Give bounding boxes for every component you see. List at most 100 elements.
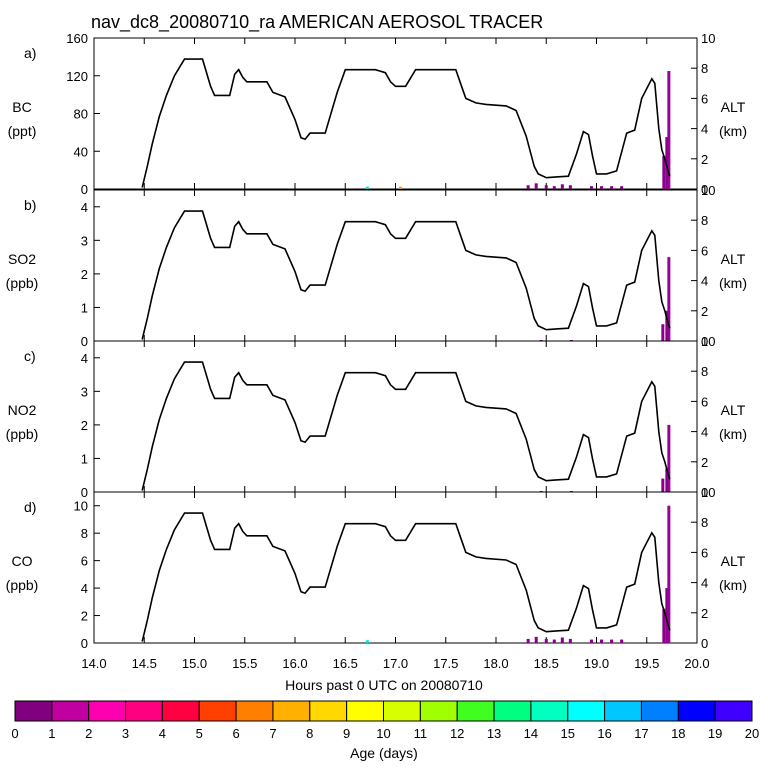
alt-unit-label: (km)	[719, 577, 747, 593]
tracer-bar	[589, 186, 593, 189]
colorbar-tick-label: 19	[708, 726, 722, 741]
tracer-bar	[600, 639, 604, 643]
alt-tick-label: 4	[701, 425, 708, 440]
x-tick-label: 18.5	[534, 656, 559, 671]
colorbar-swatch	[604, 700, 642, 722]
colorbar-tick-label: 13	[487, 726, 501, 741]
altitude-line	[141, 512, 671, 642]
left-tick-label: 40	[74, 144, 88, 159]
x-tick-label: 19.5	[634, 656, 659, 671]
left-tick-label: 2	[81, 418, 88, 433]
tracer-bar	[662, 155, 666, 189]
alt-unit-label: (km)	[719, 275, 747, 291]
tracer-bar	[620, 639, 624, 643]
tracer-bar	[552, 186, 556, 189]
alt-unit-label: (km)	[719, 123, 747, 139]
colorbar-swatch	[383, 700, 421, 722]
tracer-bar	[534, 183, 538, 189]
unit-label: (ppb)	[6, 426, 39, 442]
alt-tick-label: 10	[701, 183, 715, 198]
x-tick-label: 17.5	[433, 656, 458, 671]
colorbar-swatch	[161, 700, 200, 722]
tracer-bar	[539, 339, 543, 341]
panel-so2: b) SO2 (ppb) 0 1 2 3 4 0 2 4 6 8 10 ALT (km)	[6, 183, 747, 349]
left-tick-label: 8	[81, 526, 88, 541]
alt-tick-label: 2	[701, 304, 708, 319]
x-tick-label: 20.0	[684, 656, 709, 671]
alt-tick-label: 6	[701, 394, 708, 409]
colorbar-tick-label: 11	[414, 726, 428, 741]
colorbar-tick-label: 6	[232, 726, 239, 741]
colorbar-tick-label: 8	[306, 726, 313, 741]
panel-no2: c) NO2 (ppb) 0 1 2 3 4 0 2 4 6 8 10 ALT (km)	[6, 334, 747, 500]
colorbar-label: Age (days)	[350, 745, 418, 761]
tracer-bar	[544, 638, 548, 643]
alt-label: ALT	[721, 251, 746, 267]
tracer-bar	[552, 639, 556, 643]
left-tick-label: 80	[74, 107, 88, 122]
left-tick-label: 0	[81, 636, 88, 651]
colorbar-tick-label: 18	[671, 726, 685, 741]
altitude-line	[141, 210, 671, 340]
tracer-bar	[365, 640, 369, 643]
left-tick-label: 2	[81, 267, 88, 282]
alt-tick-label: 8	[701, 213, 708, 228]
colorbar-swatch	[419, 700, 458, 722]
colorbar-swatch	[640, 700, 679, 722]
colorbar-swatch	[125, 700, 163, 722]
colorbar-tick-label: 5	[196, 726, 203, 741]
tracer-bar	[569, 339, 573, 341]
species-label: NO2	[8, 402, 37, 418]
tracer-bar	[534, 636, 538, 643]
left-tick-label: 4	[81, 351, 88, 366]
alt-tick-label: 4	[701, 122, 708, 137]
colorbar-swatch	[456, 700, 495, 722]
tracer-bar	[589, 639, 593, 643]
species-label: BC	[12, 99, 31, 115]
colorbar-tick-label: 15	[561, 726, 575, 741]
alt-tick-label: 8	[701, 61, 708, 76]
colorbar-tick-label: 1	[48, 726, 55, 741]
x-axis-label: Hours past 0 UTC on 20080710	[285, 677, 483, 693]
alt-tick-label: 4	[701, 274, 708, 289]
x-tick-label: 16.0	[282, 656, 307, 671]
colorbar-tick-label: 2	[85, 726, 92, 741]
colorbar-swatch	[346, 700, 384, 722]
alt-tick-label: 6	[701, 243, 708, 258]
colorbar-tick-label: 3	[122, 726, 129, 741]
age-colorbar: 0 1 2 3 4 5 6 7 8 9 10 11 12 13 14 15 16 17 18 19 20	[11, 700, 759, 741]
left-tick-label: 1	[81, 300, 88, 315]
colorbar-tick-label: 10	[376, 726, 390, 741]
panels: a)BC(ppt)040801201600246810ALT(km)b)SO2(…	[6, 31, 747, 671]
chart-title: nav_dc8_20080710_ra AMERICAN AEROSOL TRA…	[91, 12, 543, 33]
x-tick-label: 14.5	[132, 656, 157, 671]
tracer-bar	[610, 639, 614, 643]
left-tick-label: 10	[74, 499, 88, 514]
colorbar-swatch	[272, 700, 311, 722]
species-label: CO	[12, 553, 33, 569]
tracer-bar	[560, 637, 564, 643]
tracer-bar	[539, 490, 543, 492]
tracer-bar	[661, 478, 665, 492]
tracer-bar	[560, 184, 564, 189]
colorbar-tick-label: 4	[159, 726, 166, 741]
colorbar-swatch	[530, 700, 569, 722]
alt-tick-label: 2	[701, 606, 708, 621]
tracer-bar	[665, 310, 669, 341]
alt-label: ALT	[721, 402, 746, 418]
altitude-line	[141, 361, 671, 491]
tracer-bar	[568, 638, 572, 643]
alt-tick-label: 0	[701, 636, 708, 651]
alt-tick-label: 0	[701, 334, 708, 349]
left-tick-label: 4	[81, 200, 88, 215]
panel-letter: c)	[24, 348, 36, 364]
tracer-bar	[526, 638, 530, 643]
left-tick-label: 2	[81, 609, 88, 624]
left-tick-label: 3	[81, 384, 88, 399]
tracer-bar	[661, 324, 665, 341]
tracer-bar	[544, 185, 548, 189]
tracer-bar	[600, 186, 604, 189]
alt-tick-label: 6	[701, 91, 708, 106]
unit-label: (ppb)	[6, 275, 39, 291]
